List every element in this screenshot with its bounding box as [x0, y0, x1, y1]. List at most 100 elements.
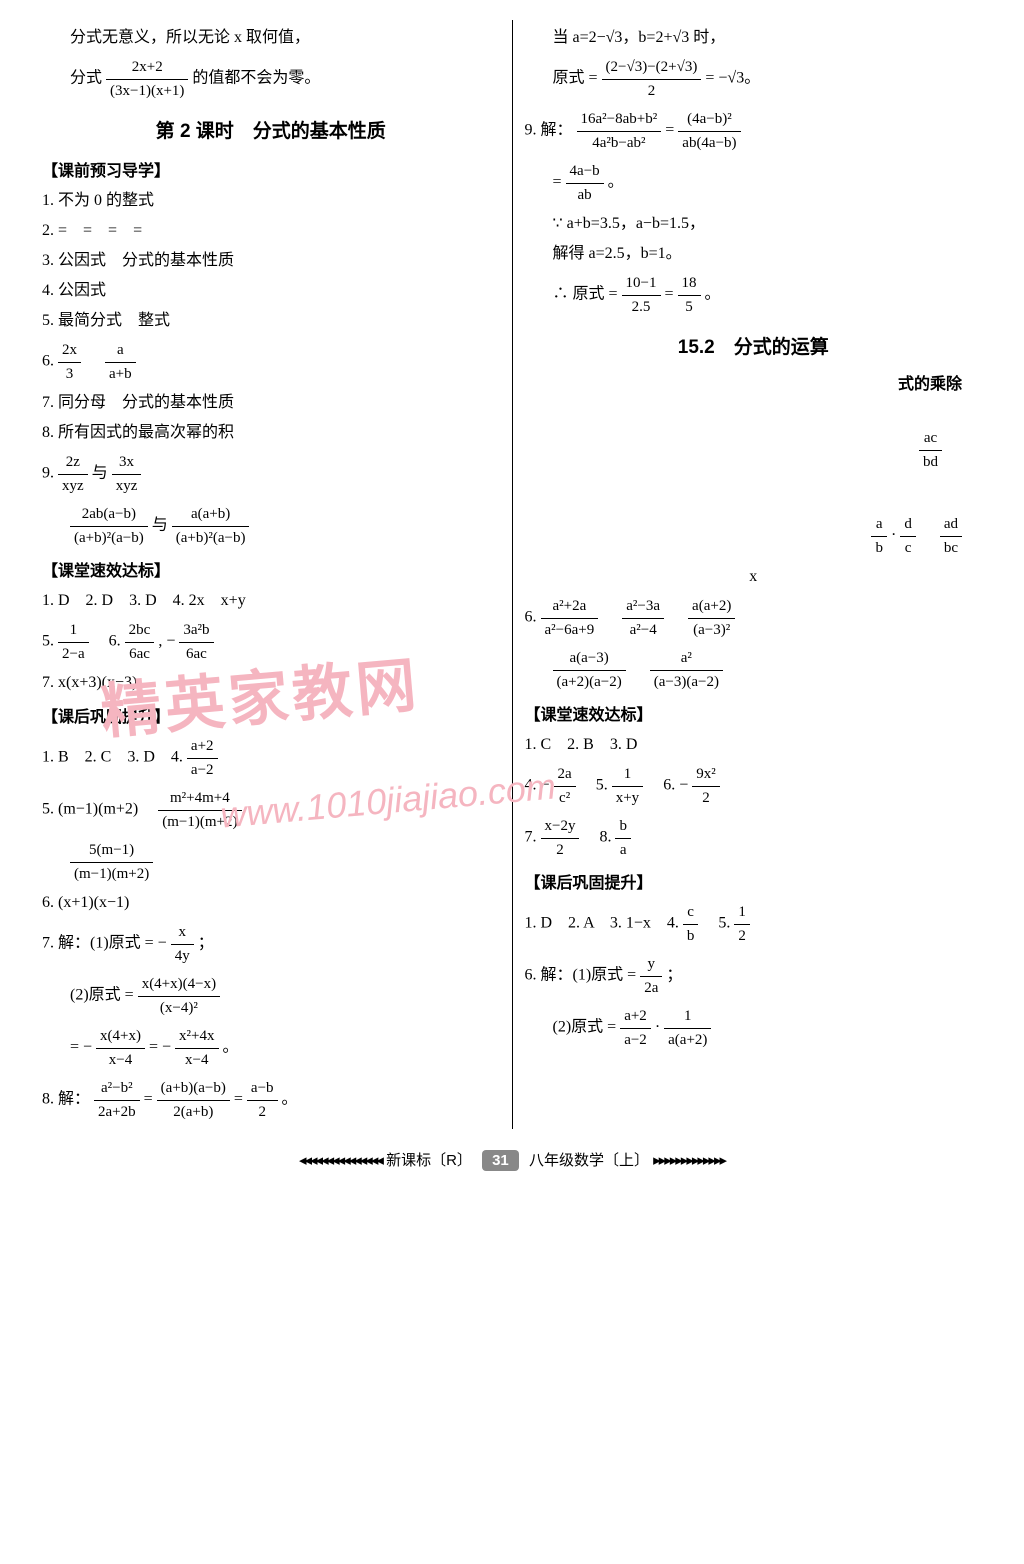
dot: · [655, 1019, 660, 1036]
denominator: b [871, 537, 887, 560]
denominator: 5 [678, 296, 701, 319]
answer-line: 5. 最简分式 整式 [42, 309, 500, 333]
denominator: 2 [692, 787, 720, 810]
answer-line: 1. B 2. C 3. D 4. a+2a−2 [42, 735, 500, 781]
fraction: x²+4xx−4 [175, 1025, 218, 1071]
fraction: 2bc6ac [125, 619, 155, 665]
numerator: 2bc [125, 619, 155, 643]
numerator: 16a²−8ab+b² [577, 108, 662, 132]
answer-line: 7. 解：(1)原式 = − x4y ； [42, 921, 500, 967]
numerator: ad [940, 513, 962, 537]
text: = −√3。 [705, 70, 760, 87]
text: (2)原式 = [553, 1019, 617, 1036]
denominator: 2a+2b [94, 1101, 140, 1124]
section-title: 15.2 分式的运算 [525, 332, 983, 359]
text: ∴ 原式 = [553, 286, 618, 303]
fraction: 12 [734, 901, 750, 947]
text: ； [198, 935, 214, 952]
denominator: xyz [112, 475, 142, 498]
text: 6. 解：(1)原式 = [525, 967, 637, 984]
label: 6. [42, 353, 54, 370]
denominator: 2−a [58, 643, 89, 666]
numerator: a²+2a [541, 595, 599, 619]
sub-heading: 【课堂速效达标】 [525, 701, 983, 725]
fraction: x4y [171, 921, 194, 967]
denominator: 4y [171, 945, 194, 968]
denominator: (3x−1)(x+1) [106, 80, 188, 103]
two-column-layout: 分式无意义，所以无论 x 取何值， 分式 2x+2 (3x−1)(x+1) 的值… [30, 20, 994, 1129]
denominator: 2 [602, 80, 702, 103]
numerator: 3a²b [179, 619, 213, 643]
text: = − [149, 1039, 171, 1056]
text: = [234, 1091, 243, 1108]
fraction: 2x+2 (3x−1)(x+1) [106, 56, 188, 102]
fraction: a²+2aa²−6a+9 [541, 595, 599, 641]
answer-line: (2)原式 = x(4+x)(4−x)(x−4)² [42, 973, 500, 1019]
fraction: 9x²2 [692, 763, 720, 809]
denominator: 6ac [179, 643, 213, 666]
fraction: 12−a [58, 619, 89, 665]
numerator: 3x [112, 451, 142, 475]
label: 5. [596, 777, 608, 794]
fraction: x−2y2 [541, 815, 580, 861]
numerator: x(4+x)(4−x) [138, 973, 220, 997]
denominator: 3 [58, 363, 81, 386]
numerator: x(4+x) [96, 1025, 145, 1049]
denominator: (a−3)² [688, 619, 735, 642]
answer-line: ∵ a+b=3.5，a−b=1.5， [525, 212, 983, 236]
text: 7. 解：(1)原式 = − [42, 935, 167, 952]
numerator: 2ab(a−b) [70, 503, 148, 527]
answer-line: 1. C 2. B 3. D [525, 733, 983, 757]
numerator: a−b [247, 1077, 278, 1101]
text: 1. D 2. A 3. 1−x 4. [525, 915, 679, 932]
numerator: (2−√3)−(2+√3) [602, 56, 702, 80]
answer-line: 6. a²+2aa²−6a+9 a²−3aa²−4 a(a+2)(a−3)² [525, 595, 983, 641]
answer-line: 5(m−1)(m−1)(m+2) [42, 839, 500, 885]
page-footer: ◂◂◂◂◂◂◂◂◂◂◂◂◂◂◂ 新课标〔R〕 31 八年级数学〔上〕 ▸▸▸▸▸… [30, 1149, 994, 1171]
answer-line: 4. 公因式 [42, 279, 500, 303]
left-column: 分式无意义，所以无论 x 取何值， 分式 2x+2 (3x−1)(x+1) 的值… [30, 20, 513, 1129]
numerator: a(a+2) [688, 595, 735, 619]
footer-label-left: 新课标〔R〕 [386, 1152, 472, 1169]
numerator: d [900, 513, 916, 537]
text: 。 [223, 1039, 239, 1056]
fraction: 185 [678, 272, 701, 318]
denominator: a²−6a+9 [541, 619, 599, 642]
denominator: 2(a+b) [157, 1101, 230, 1124]
answer-line: 1. 不为 0 的整式 [42, 189, 500, 213]
answer-line: 4. − 2ac² 5. 1x+y 6. − 9x²2 [525, 763, 983, 809]
fraction: 10−12.5 [622, 272, 661, 318]
numerator: 10−1 [622, 272, 661, 296]
numerator: x−2y [541, 815, 580, 839]
denominator: c [900, 537, 916, 560]
denominator: a−2 [620, 1029, 651, 1052]
answer-line: a(a−3)(a+2)(a−2) a²(a−3)(a−2) [525, 647, 983, 693]
text: = [553, 174, 562, 191]
fraction: a(a+2)(a−3)² [688, 595, 735, 641]
denominator: a [615, 839, 631, 862]
fraction: a²−3aa²−4 [622, 595, 664, 641]
denominator: x−4 [96, 1049, 145, 1072]
section-title: 第 2 课时 分式的基本性质 [42, 116, 500, 143]
fraction: a²−b²2a+2b [94, 1077, 140, 1123]
answer-line: = − x(4+x)x−4 = − x²+4xx−4 。 [42, 1025, 500, 1071]
answer-line: 6. 2x3 aa+b [42, 339, 500, 385]
text: = [144, 1091, 153, 1108]
denominator: (a+b)²(a−b) [172, 527, 250, 550]
answer-line: 5. (m−1)(m+2) m²+4m+4(m−1)(m+2), [42, 787, 500, 833]
numerator: a²−3a [622, 595, 664, 619]
text: 。 [608, 174, 624, 191]
numerator: a+2 [620, 1005, 651, 1029]
answer-line: 8. 解： a²−b²2a+2b = (a+b)(a−b)2(a+b) = a−… [42, 1077, 500, 1123]
fraction: acbd [919, 427, 942, 473]
fraction: a−b2 [247, 1077, 278, 1123]
sub-heading: 【课堂速效达标】 [42, 557, 500, 581]
numerator: (4a−b)² [678, 108, 740, 132]
denominator: 6ac [125, 643, 155, 666]
numerator: 2z [58, 451, 88, 475]
answer-line: 8. 所有因式的最高次幂的积 [42, 421, 500, 445]
numerator: x²+4x [175, 1025, 218, 1049]
denominator: 2 [541, 839, 580, 862]
fraction: y2a [640, 953, 662, 999]
numerator: ac [919, 427, 942, 451]
